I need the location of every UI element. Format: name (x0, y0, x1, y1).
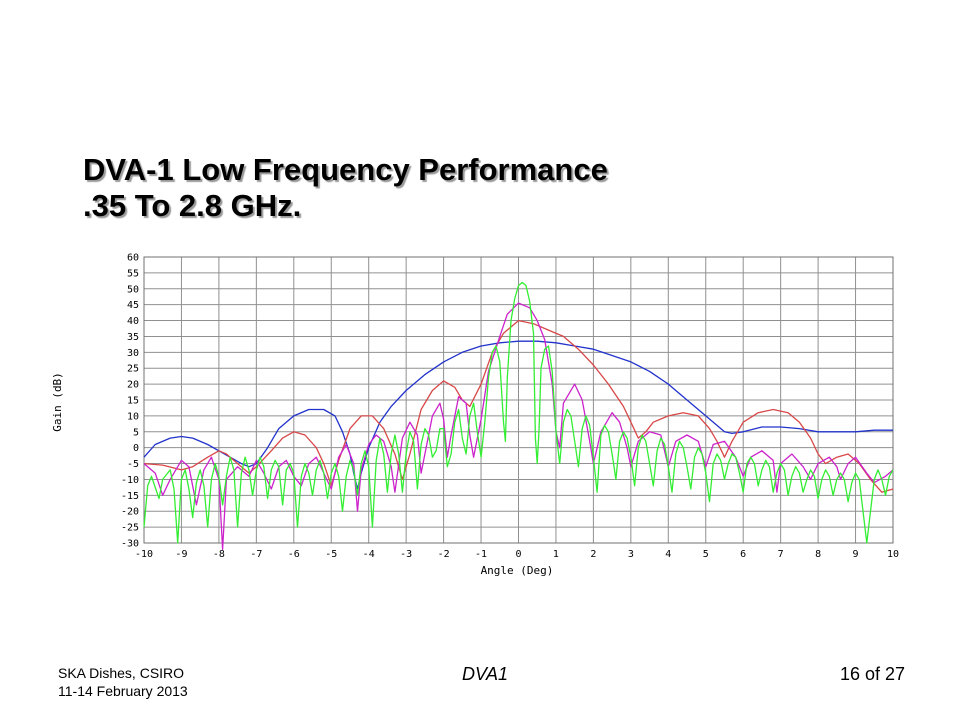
x-tick-label: 3 (628, 549, 634, 560)
x-tick-label: -4 (363, 549, 375, 560)
y-tick-label: 5 (133, 427, 139, 438)
footer-org: SKA Dishes, CSIRO (58, 665, 185, 681)
chart-grid (143, 256, 894, 544)
y-tick-label: 10 (127, 411, 139, 422)
x-axis-label: Angle (Deg) (481, 564, 554, 577)
footer-center: DVA1 (462, 664, 509, 684)
y-tick-label: 60 (127, 253, 139, 264)
chart-tick-labels: -10 -9 -8 -7 -6 -5 -4 -3 -2 -1 0 1 2 3 4 5 6 7 8 9 10-30-25-… (121, 253, 899, 561)
chart-series (143, 281, 894, 551)
footer-page-number: 16 of 27 (840, 664, 906, 684)
x-tick-label: 10 (887, 549, 899, 560)
x-tick-label: 7 (778, 549, 784, 560)
y-tick-label: -5 (127, 459, 139, 470)
y-tick-label: 30 (127, 348, 139, 359)
x-tick-label: 5 (703, 549, 709, 560)
series-line-green (143, 281, 894, 544)
x-tick-label: -5 (325, 549, 337, 560)
x-tick-label: 4 (665, 549, 671, 560)
y-tick-label: 55 (127, 268, 139, 279)
y-tick-label: -25 (121, 523, 139, 534)
y-tick-label: 15 (127, 396, 139, 407)
y-tick-label: 50 (127, 284, 139, 295)
y-tick-label: 20 (127, 380, 139, 391)
x-tick-label: 0 (515, 549, 521, 560)
x-tick-label: 9 (853, 549, 859, 560)
y-axis-label: Gain (dB) (51, 372, 64, 432)
x-tick-label: -6 (288, 549, 300, 560)
x-tick-label: -2 (438, 549, 450, 560)
y-tick-label: 45 (127, 300, 139, 311)
x-tick-label: -9 (175, 549, 187, 560)
x-tick-label: 1 (553, 549, 559, 560)
y-tick-label: -20 (121, 507, 139, 518)
plot-frame (143, 256, 894, 544)
x-tick-label: -10 (135, 549, 153, 560)
y-tick-label: 0 (133, 443, 139, 454)
slide-title: DVA-1 Low Frequency Performance .35 To 2… (83, 152, 608, 224)
y-tick-label: 35 (127, 332, 139, 343)
x-tick-label: -7 (250, 549, 262, 560)
x-tick-label: -8 (213, 549, 225, 560)
x-tick-label: 8 (815, 549, 821, 560)
series-line-red (143, 319, 894, 493)
series-line-magenta (143, 302, 894, 551)
slide-title-line2: .35 To 2.8 GHz. (83, 188, 302, 223)
y-tick-label: -10 (121, 475, 139, 486)
footer-left: SKA Dishes, CSIRO 11-14 February 2013 (58, 664, 188, 700)
x-tick-label: -1 (475, 549, 487, 560)
slide-title-line1: DVA-1 Low Frequency Performance (83, 152, 608, 187)
y-tick-label: 40 (127, 316, 139, 327)
x-tick-label: 2 (590, 549, 596, 560)
y-tick-label: -30 (121, 539, 139, 550)
y-tick-label: 25 (127, 364, 139, 375)
y-tick-label: -15 (121, 491, 139, 502)
x-tick-label: 6 (740, 549, 746, 560)
x-tick-label: -3 (400, 549, 412, 560)
footer-date: 11-14 February 2013 (58, 683, 188, 699)
